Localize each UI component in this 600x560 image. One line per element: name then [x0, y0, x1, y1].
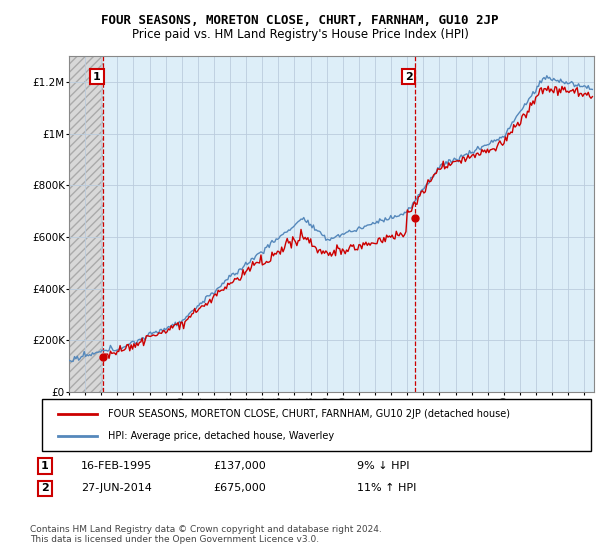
Text: Contains HM Land Registry data © Crown copyright and database right 2024.
This d: Contains HM Land Registry data © Crown c… — [30, 525, 382, 544]
Text: 2: 2 — [41, 483, 49, 493]
Text: 9% ↓ HPI: 9% ↓ HPI — [357, 461, 409, 471]
Text: FOUR SEASONS, MORETON CLOSE, CHURT, FARNHAM, GU10 2JP: FOUR SEASONS, MORETON CLOSE, CHURT, FARN… — [101, 14, 499, 27]
Text: 16-FEB-1995: 16-FEB-1995 — [81, 461, 152, 471]
Text: FOUR SEASONS, MORETON CLOSE, CHURT, FARNHAM, GU10 2JP (detached house): FOUR SEASONS, MORETON CLOSE, CHURT, FARN… — [108, 409, 510, 419]
Text: HPI: Average price, detached house, Waverley: HPI: Average price, detached house, Wave… — [108, 431, 334, 441]
Text: 27-JUN-2014: 27-JUN-2014 — [81, 483, 152, 493]
Bar — [69, 56, 103, 392]
Text: 1: 1 — [41, 461, 49, 471]
Text: Price paid vs. HM Land Registry's House Price Index (HPI): Price paid vs. HM Land Registry's House … — [131, 28, 469, 41]
Bar — [69, 56, 103, 392]
FancyBboxPatch shape — [42, 399, 591, 451]
Bar — [103, 56, 594, 392]
Text: 11% ↑ HPI: 11% ↑ HPI — [357, 483, 416, 493]
Text: £137,000: £137,000 — [213, 461, 266, 471]
Text: 1: 1 — [93, 72, 101, 82]
Text: 2: 2 — [405, 72, 413, 82]
Text: £675,000: £675,000 — [213, 483, 266, 493]
